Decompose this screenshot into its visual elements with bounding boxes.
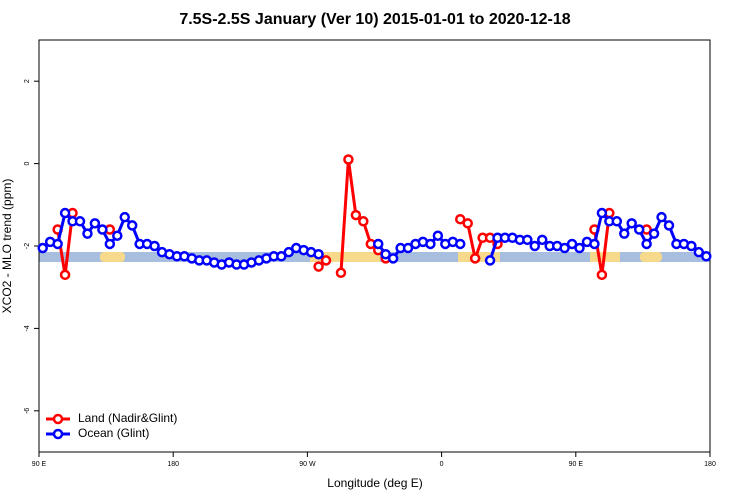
data-point [454, 213, 466, 225]
data-point [112, 230, 123, 241]
data-point [686, 240, 697, 252]
data-point [432, 230, 444, 241]
data-point [596, 269, 608, 281]
x-tick-label: 90 E [569, 461, 584, 468]
legend-marker [52, 428, 64, 440]
data-point [104, 238, 116, 250]
data-point [372, 238, 384, 250]
data-point [119, 211, 130, 223]
data-point [59, 269, 71, 281]
data-point [320, 255, 332, 266]
data-point [283, 246, 295, 258]
x-tick-label: 180 [704, 461, 716, 468]
y-tick-label: 0 [24, 162, 31, 166]
legend-label: Ocean (Glint) [78, 426, 149, 440]
data-point [462, 218, 473, 229]
legend-marker [52, 413, 64, 425]
data-point [469, 253, 481, 264]
land-patch [100, 252, 125, 262]
data-point [663, 220, 675, 231]
data-point [454, 238, 466, 250]
data-point [335, 267, 347, 279]
y-tick-label: -4 [24, 325, 31, 331]
data-point [641, 238, 652, 250]
data-point [656, 211, 667, 223]
land-patch [590, 252, 620, 262]
land-patch [310, 252, 380, 262]
data-point [82, 228, 93, 239]
data-point [484, 255, 496, 266]
y-tick-label: -6 [24, 408, 31, 414]
data-point [522, 234, 533, 246]
data-point [97, 224, 108, 235]
data-point [648, 228, 660, 239]
data-point [626, 218, 637, 229]
legend-label: Land (Nadir&Glint) [78, 411, 177, 425]
data-point [589, 238, 600, 250]
data-point [402, 242, 414, 254]
y-tick-label: 2 [24, 79, 31, 83]
x-tick-label: 0 [440, 461, 444, 468]
data-point [537, 234, 548, 246]
data-point [611, 216, 623, 227]
data-point [74, 216, 86, 227]
land-patch [640, 252, 662, 262]
data-point [313, 248, 324, 260]
x-tick-label: 180 [167, 461, 179, 468]
data-point [89, 218, 101, 229]
data-point [126, 220, 138, 231]
data-point [574, 242, 585, 254]
data-point [52, 238, 63, 250]
data-point [59, 207, 71, 219]
chart-title: 7.5S-2.5S January (Ver 10) 2015-01-01 to… [179, 11, 570, 28]
data-point [596, 207, 608, 219]
data-point [37, 242, 48, 254]
data-point [619, 228, 630, 239]
data-point [380, 248, 391, 260]
data-point [633, 224, 645, 235]
data-point [149, 240, 160, 252]
x-axis-label: Longitude (deg E) [327, 476, 422, 490]
legend: Land (Nadir&Glint)Ocean (Glint) [46, 411, 177, 440]
data-point [276, 251, 287, 262]
x-tick-label: 90 W [299, 461, 316, 468]
data-point [425, 238, 436, 250]
data-point [387, 253, 399, 264]
x-tick-label: 90 E [32, 461, 47, 468]
data-point [313, 261, 324, 272]
data-point [693, 246, 705, 258]
data-point [566, 238, 578, 250]
data-point [559, 242, 570, 254]
y-axis-label: XCO2 - MLO trend (ppm) [0, 179, 14, 314]
data-point [343, 154, 354, 165]
data-point [701, 251, 712, 262]
y-tick-label: -2 [24, 243, 31, 249]
data-point [350, 209, 362, 221]
data-point [358, 216, 369, 227]
data-point [529, 240, 541, 252]
